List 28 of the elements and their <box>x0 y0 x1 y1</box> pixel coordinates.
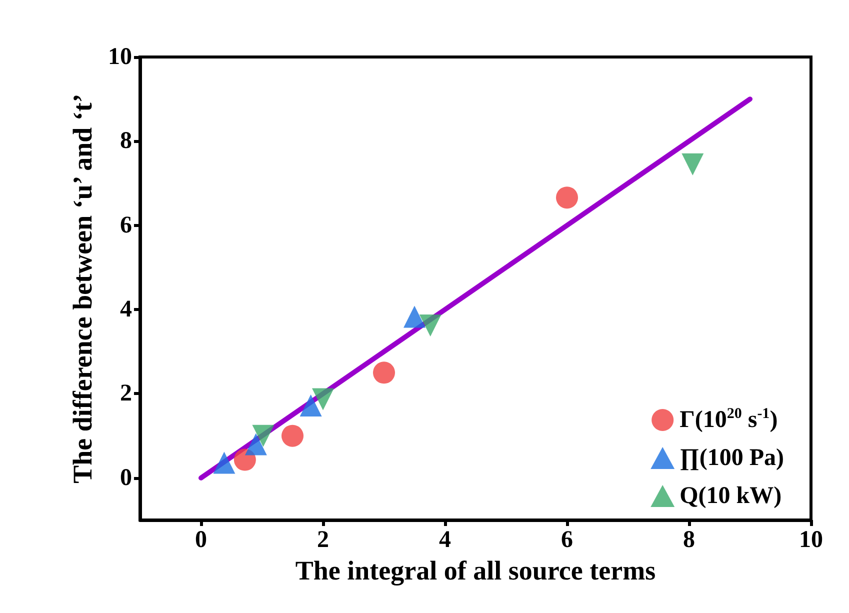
y-tick-label: 0 <box>120 464 132 491</box>
point <box>419 314 442 337</box>
x-tick-label: 8 <box>683 527 695 553</box>
point <box>213 452 236 474</box>
point <box>244 433 267 456</box>
x-tick-label: 0 <box>195 527 207 553</box>
x-tick-label: 10 <box>799 527 823 553</box>
x-tick-label: 4 <box>439 527 451 553</box>
point <box>682 153 704 176</box>
x-tick-label: 2 <box>317 527 329 553</box>
y-axis-title: The difference between ‘u’ and ‘t’ <box>68 94 98 484</box>
y-tick-label: 10 <box>108 44 132 70</box>
point <box>312 388 334 410</box>
point <box>252 424 274 447</box>
x-axis-title: The integral of all source terms <box>295 555 656 586</box>
point <box>234 448 256 471</box>
legend-label: Q(10 kW) <box>680 483 782 509</box>
point <box>373 362 395 384</box>
x-tick-label: 6 <box>561 527 573 553</box>
point <box>300 394 322 417</box>
y-tick-label: 8 <box>120 128 132 154</box>
point <box>404 306 426 328</box>
y-tick-label: 2 <box>120 380 132 407</box>
y-tick-label: 4 <box>120 296 132 323</box>
legend-label: ∏(100 Pa) <box>680 445 784 471</box>
point <box>556 186 578 209</box>
point <box>282 424 304 447</box>
y-tick-label: 6 <box>120 212 132 238</box>
